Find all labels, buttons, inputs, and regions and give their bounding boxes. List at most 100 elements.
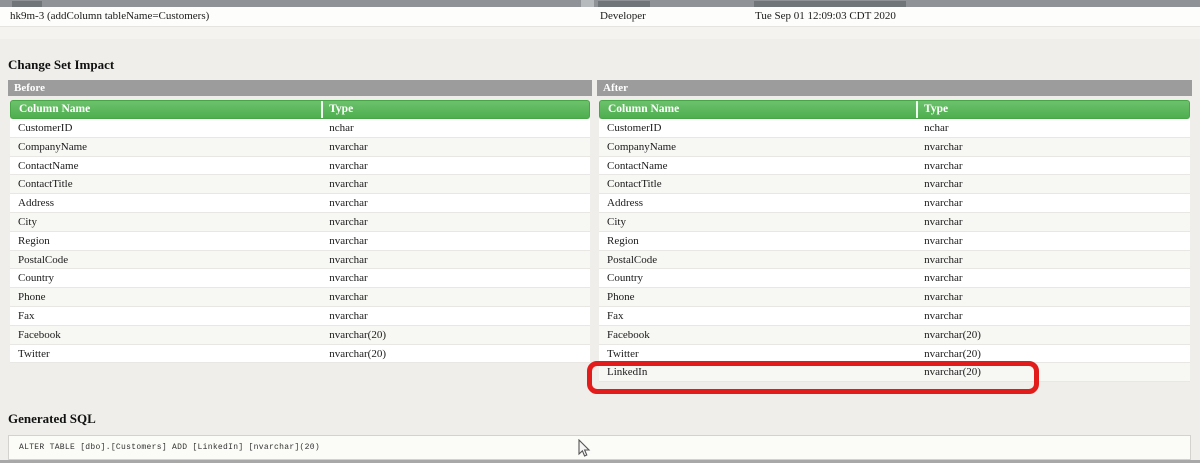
- table-row: Facebook nvarchar(20): [10, 325, 590, 345]
- table-row: ContactTitle nvarchar: [599, 175, 1190, 195]
- column-type-cell: nvarchar: [329, 215, 368, 228]
- column-name-header: Column Name: [600, 101, 919, 118]
- column-name-cell: CustomerID: [18, 122, 73, 134]
- column-type-cell: nvarchar: [329, 140, 368, 153]
- change-set-impact-title: Change Set Impact: [8, 57, 115, 72]
- table-row: CompanyName nvarchar: [599, 137, 1190, 157]
- cropped-column-header: [12, 1, 42, 7]
- column-name-cell: ContactTitle: [607, 178, 662, 191]
- table-row: Country nvarchar: [10, 269, 590, 289]
- new-column-highlight-annotation: [587, 361, 1039, 394]
- column-name-cell: CompanyName: [18, 140, 88, 153]
- column-type-cell: nvarchar: [329, 309, 368, 322]
- column-type-cell: nvarchar: [329, 197, 368, 210]
- table-row: CustomerID nchar: [10, 119, 590, 138]
- column-name-cell: Fax: [607, 309, 624, 322]
- table-row: ContactName nvarchar: [599, 156, 1190, 176]
- generated-sql-statement: ALTER TABLE [dbo].[Customers] ADD [Linke…: [19, 443, 320, 452]
- cropped-column-header: [754, 1, 906, 7]
- table-row: PostalCode nvarchar: [599, 250, 1190, 270]
- column-type-cell: nvarchar(20): [924, 328, 981, 341]
- table-row: Region nvarchar: [599, 231, 1190, 251]
- table-row: Country nvarchar: [599, 269, 1190, 289]
- column-type-cell: nvarchar: [924, 140, 963, 153]
- table-row: Phone nvarchar: [599, 288, 1190, 307]
- column-name-cell: ContactTitle: [18, 178, 73, 191]
- column-name-cell: Phone: [607, 291, 635, 304]
- column-divider: [581, 0, 594, 7]
- column-name-cell: Region: [607, 234, 639, 247]
- column-type-cell: nvarchar: [924, 253, 963, 266]
- column-name-cell: City: [18, 215, 37, 228]
- column-type-cell: nvarchar: [329, 234, 368, 247]
- column-type-cell: nvarchar: [329, 159, 368, 172]
- column-name-cell: Facebook: [607, 328, 650, 341]
- column-type-cell: nvarchar: [329, 178, 368, 191]
- column-type-cell: nvarchar: [329, 253, 368, 266]
- cropped-bottom-bar: [0, 460, 1200, 463]
- column-type-cell: nvarchar: [924, 215, 963, 228]
- table-row: Fax nvarchar: [10, 306, 590, 326]
- spacer-band: [0, 27, 1200, 39]
- column-type-cell: nvarchar: [924, 234, 963, 247]
- table-row: ContactTitle nvarchar: [10, 175, 590, 195]
- column-type-cell: nvarchar(20): [329, 347, 386, 360]
- arrow-pointer-icon: [578, 439, 591, 457]
- column-name-cell: Country: [18, 272, 55, 285]
- table-row: Phone nvarchar: [10, 288, 590, 307]
- column-type-cell: nvarchar: [924, 159, 963, 172]
- column-type-cell: nchar: [329, 122, 354, 134]
- after-table-header: Column Name Type: [599, 100, 1190, 119]
- generated-sql-box: ALTER TABLE [dbo].[Customers] ADD [Linke…: [8, 435, 1191, 460]
- changeset-row: hk9m-3 (addColumn tableName=Customers) D…: [0, 7, 1200, 27]
- column-type-cell: nvarchar: [924, 197, 963, 210]
- after-table-rows: CustomerID nchar CompanyName nvarchar Contac…: [599, 119, 1190, 383]
- column-type-header: Type: [924, 103, 949, 115]
- table-row: Fax nvarchar: [599, 306, 1190, 326]
- column-name-cell: City: [607, 215, 626, 228]
- table-row: Twitter nvarchar(20): [599, 344, 1190, 364]
- table-row: Address nvarchar: [10, 194, 590, 213]
- column-name-cell: Address: [607, 197, 644, 210]
- column-type-cell: nvarchar: [329, 291, 368, 304]
- column-name-cell: CompanyName: [607, 140, 677, 153]
- generated-sql-title: Generated SQL: [8, 411, 96, 426]
- table-row: CompanyName nvarchar: [10, 137, 590, 157]
- table-row: Address nvarchar: [599, 194, 1190, 213]
- column-name-cell: Country: [607, 272, 644, 285]
- table-row: Facebook nvarchar(20): [599, 325, 1190, 345]
- column-name-cell: Region: [18, 234, 50, 247]
- column-name-cell: Twitter: [607, 347, 639, 360]
- column-name-cell: ContactName: [607, 159, 668, 172]
- column-type-cell: nvarchar: [924, 309, 963, 322]
- table-row: LinkedIn nvarchar(20): [599, 363, 1190, 383]
- after-table-title: After: [597, 80, 1192, 96]
- changeset-author: Developer: [600, 10, 646, 22]
- changeset-name: hk9m-3 (addColumn tableName=Customers): [10, 10, 210, 22]
- column-type-cell: nvarchar: [924, 291, 963, 304]
- column-name-header: Column Name: [11, 101, 324, 118]
- table-row: Region nvarchar: [10, 231, 590, 251]
- before-table-rows: CustomerID nchar CompanyName nvarchar Contac…: [10, 119, 590, 364]
- column-type-header: Type: [329, 103, 354, 115]
- table-row: City nvarchar: [599, 212, 1190, 232]
- column-type-cell: nvarchar: [924, 178, 963, 191]
- before-table: Before Column Name Type CustomerID nchar C…: [8, 80, 592, 364]
- column-name-cell: PostalCode: [18, 253, 69, 266]
- column-type-cell: nchar: [924, 122, 949, 134]
- before-table-title: Before: [8, 80, 592, 96]
- column-name-cell: PostalCode: [607, 253, 658, 266]
- before-table-header: Column Name Type: [10, 100, 590, 119]
- table-row: ContactName nvarchar: [10, 156, 590, 176]
- column-type-cell: nvarchar(20): [924, 366, 981, 379]
- column-type-cell: nvarchar: [924, 272, 963, 285]
- table-row: CustomerID nchar: [599, 119, 1190, 138]
- changeset-date: Tue Sep 01 12:09:03 CDT 2020: [755, 10, 896, 22]
- cropped-column-header: [598, 1, 650, 7]
- column-name-cell: LinkedIn: [607, 366, 648, 379]
- column-type-cell: nvarchar(20): [329, 328, 386, 341]
- column-type-cell: nvarchar: [329, 272, 368, 285]
- column-name-cell: Twitter: [18, 347, 50, 360]
- table-row: PostalCode nvarchar: [10, 250, 590, 270]
